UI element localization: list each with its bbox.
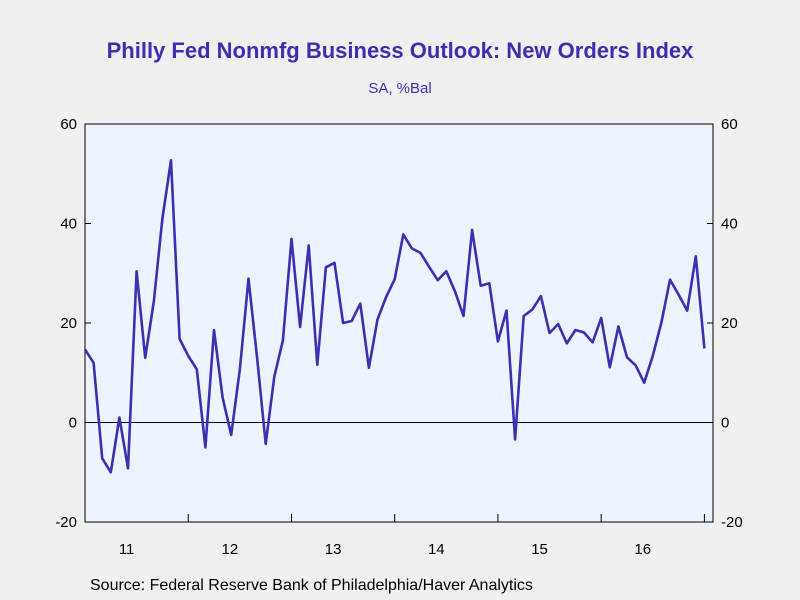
y-tick-label-right: 20 bbox=[721, 315, 738, 332]
y-tick-label-left: 40 bbox=[60, 216, 77, 233]
axes-layer: -20 -20 0 0 20 20 40 40 60 60 11 12 13 14 15 16 bbox=[55, 116, 742, 558]
y-tick-label-left: 20 bbox=[60, 315, 77, 332]
y-tick-label-right: 0 bbox=[721, 415, 729, 432]
series-line bbox=[83, 159, 706, 474]
plot-area bbox=[84, 123, 714, 523]
x-tick-label: 16 bbox=[634, 541, 651, 558]
x-tick-label: 14 bbox=[428, 541, 445, 558]
y-tick-label-right: 40 bbox=[721, 216, 738, 233]
y-tick-label-left: 60 bbox=[60, 116, 77, 133]
x-tick-label: 15 bbox=[531, 541, 548, 558]
y-tick-label-left: 0 bbox=[69, 415, 77, 432]
y-tick-label-right: -20 bbox=[721, 514, 743, 531]
x-tick-label: 12 bbox=[222, 541, 239, 558]
chart-title: Philly Fed Nonmfg Business Outlook: New … bbox=[106, 38, 694, 63]
x-tick-label: 13 bbox=[325, 541, 342, 558]
chart-source: Source: Federal Reserve Bank of Philadel… bbox=[90, 577, 533, 594]
x-tick-label: 11 bbox=[119, 541, 135, 558]
y-tick-label-right: 60 bbox=[721, 116, 738, 133]
chart-subtitle: SA, %Bal bbox=[368, 80, 432, 97]
series-layer bbox=[83, 159, 706, 474]
y-tick-label-left: -20 bbox=[55, 514, 77, 531]
